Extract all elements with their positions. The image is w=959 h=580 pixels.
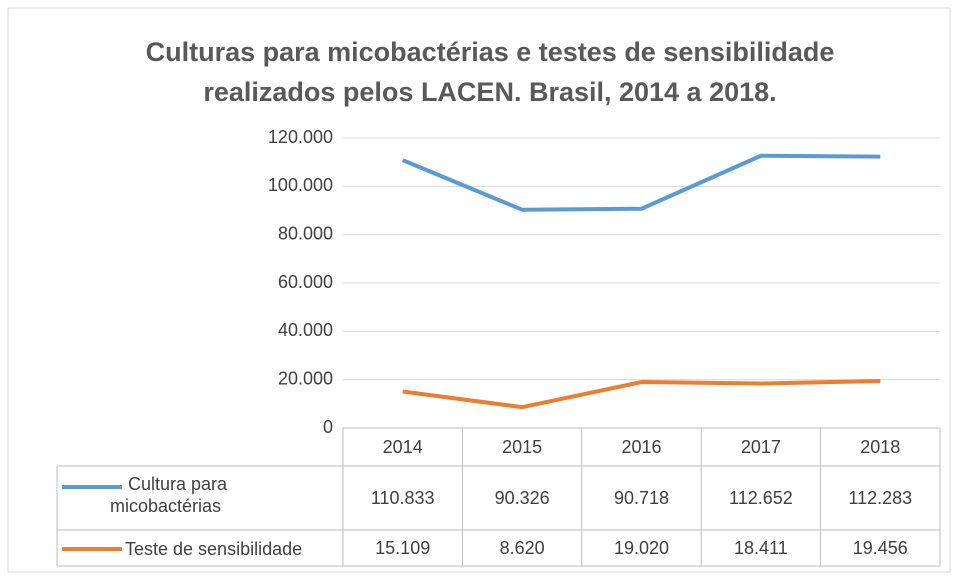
y-tick-label: 80.000 bbox=[278, 223, 333, 243]
data-label: 19.456 bbox=[853, 538, 908, 558]
x-tick-label: 2018 bbox=[860, 437, 900, 457]
y-tick-label: 120.000 bbox=[268, 127, 333, 147]
x-tick-label: 2015 bbox=[502, 437, 542, 457]
y-tick-label: 40.000 bbox=[278, 320, 333, 340]
y-tick-label: 20.000 bbox=[278, 368, 333, 388]
legend-label: Teste de sensibilidade bbox=[125, 539, 303, 559]
data-label: 19.020 bbox=[614, 538, 669, 558]
data-label: 15.109 bbox=[375, 538, 430, 558]
y-tick-label: 0 bbox=[323, 417, 333, 437]
data-label: 90.718 bbox=[614, 488, 669, 508]
data-label: 110.833 bbox=[371, 488, 435, 508]
series-line bbox=[401, 153, 881, 212]
series-line bbox=[402, 378, 881, 410]
x-tick-label: 2016 bbox=[621, 437, 661, 457]
data-label: 90.326 bbox=[495, 488, 550, 508]
data-label: 112.652 bbox=[729, 488, 793, 508]
data-label: 18.411 bbox=[734, 538, 788, 558]
chart-title: Culturas para micobactérias e testes de … bbox=[145, 37, 835, 107]
data-label: 112.283 bbox=[848, 488, 912, 508]
chart-border bbox=[7, 7, 951, 573]
x-tick-label: 2014 bbox=[383, 437, 423, 457]
y-tick-label: 100.000 bbox=[268, 175, 333, 195]
data-label: 8.620 bbox=[500, 538, 545, 558]
y-tick-label: 60.000 bbox=[278, 272, 333, 292]
x-tick-label: 2017 bbox=[741, 437, 781, 457]
legend-label: Cultura para micobactérias bbox=[110, 474, 228, 516]
